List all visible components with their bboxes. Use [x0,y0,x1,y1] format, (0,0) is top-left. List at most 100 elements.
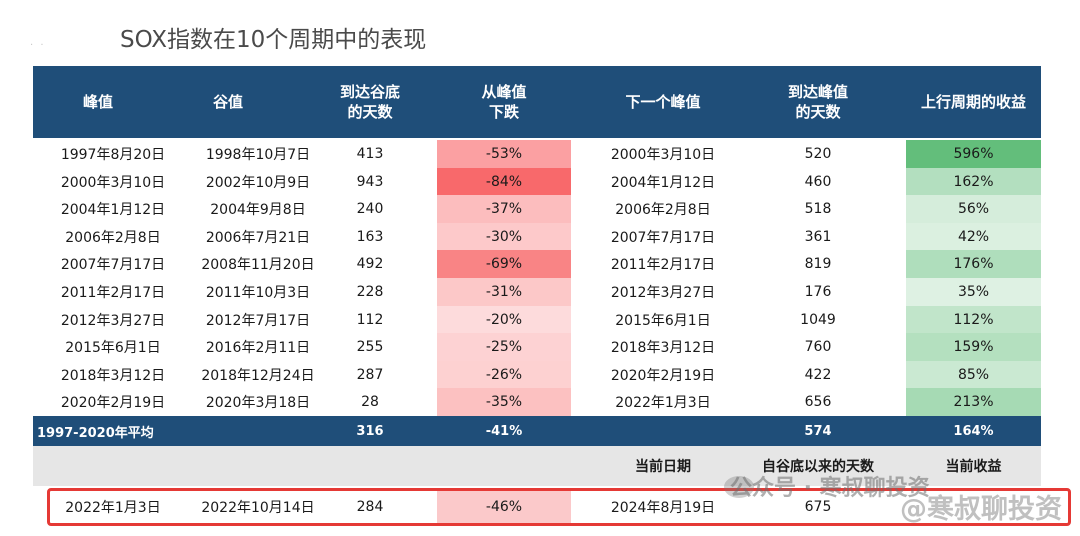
watermark-wechat: 公众号 · 寒叔聊投资 [730,476,930,501]
trough-cell: 2004年9月8日 [210,202,306,219]
days-to-trough-cell: 943 [356,173,384,190]
header-next-peak: 下一个峰值 [625,93,701,111]
gain-cell: 85% [906,360,1041,389]
days-to-trough-cell: 492 [356,256,384,273]
current-row-highlight-box [47,488,1071,526]
next-peak-cell: 2015年6月1日 [615,312,711,329]
trough-cell: 2016年2月11日 [205,340,311,357]
average-days-to-trough: 316 [356,423,384,439]
days-to-peak-cell: 422 [804,366,832,383]
drop-cell: -25% [437,333,571,362]
trough-cell: 2008年11月20日 [201,257,315,274]
table-row: 2004年1月12日 2004年9月8日 240 -37% 2006年2月8日 518 56… [33,195,1041,224]
gain-cell: 162% [906,167,1041,196]
header-trough: 谷值 [212,93,243,111]
gain-cell: 42% [906,222,1041,251]
table-row: 2012年3月27日 2012年7月17日 112 -20% 2015年6月1日 1049… [33,305,1041,334]
gain-cell: 35% [906,278,1041,306]
next-peak-cell: 2006年2月8日 [615,202,711,219]
gain-cell: 112% [906,305,1041,334]
current-peak: 2022年1月3日 [65,500,161,516]
table-row: 2020年2月19日 2020年3月18日 28 -35% 2022年1月3日 656 21… [33,388,1041,417]
days-to-peak-cell: 520 [804,146,832,162]
current-trough: 2022年10月14日 [201,500,315,516]
current-subheader: 当前日期 自谷底以来的天数 当前收益 [33,446,1041,486]
average-days-to-peak: 574 [804,423,832,439]
sox-cycle-table: 峰值 谷值 到达谷底 的天数 从峰值 下跌 下一个峰值 到达峰值 的天数 上行周期的收益 1… [33,66,1041,536]
days-to-trough-cell: 255 [356,339,384,356]
next-peak-cell: 2018年3月12日 [610,340,716,357]
gain-cell: 176% [906,250,1041,279]
gain-cell: 596% [906,140,1041,168]
days-to-peak-cell: 176 [804,284,832,300]
average-drop: -41% [485,423,523,439]
drop-cell: -20% [437,305,571,334]
header-upcycle-gain: 上行周期的收益 [920,93,1026,111]
average-row: 1997-2020年平均 316 -41% 574 164% [33,416,1041,446]
trough-cell: 1998年10月7日 [205,147,311,163]
peak-cell: 2000年3月10日 [60,174,166,191]
drop-cell: -53% [437,140,571,168]
next-peak-cell: 2004年1月12日 [610,174,716,191]
gain-cell: 56% [906,195,1041,224]
next-peak-cell: 2011年2月17日 [610,257,716,274]
peak-cell: 2007年7月17日 [60,257,166,274]
days-to-peak-cell: 518 [804,201,832,218]
days-to-peak-cell: 460 [804,173,832,190]
days-since-trough-header: 自谷底以来的天数 [762,459,874,475]
days-to-trough-cell: 287 [356,366,384,383]
header-peak: 峰值 [82,93,113,111]
days-to-trough-cell: 163 [356,228,384,245]
days-to-trough-cell: 240 [356,201,384,218]
days-to-trough-cell: 413 [356,146,384,162]
drop-cell: -31% [437,278,571,306]
days-to-peak-cell: 819 [804,256,832,273]
days-to-trough-cell: 28 [361,394,379,411]
next-peak-cell: 2000年3月10日 [610,147,716,163]
table-header: 峰值 谷值 到达谷底 的天数 从峰值 下跌 下一个峰值 到达峰值 的天数 上行周期的收益 [33,66,1041,138]
current-days-to-trough: 284 [356,499,384,515]
drop-cell: -69% [437,250,571,279]
header-days-to-peak: 到达峰值 的天数 [787,83,848,121]
days-to-peak-cell: 1049 [800,311,836,328]
current-drop: -46% [437,490,571,524]
next-peak-cell: 2007年7月17日 [610,229,716,246]
current-date-header: 当前日期 [635,459,691,475]
next-peak-cell: 2012年3月27日 [610,285,716,301]
days-to-peak-cell: 361 [804,228,832,245]
gain-cell: 213% [906,388,1041,417]
trough-cell: 2002年10月9日 [205,174,311,191]
drop-cell: -26% [437,360,571,389]
table-row: 2011年2月17日 2011年10月3日 228 -31% 2012年3月27日 176… [33,278,1041,306]
table-row: 2000年3月10日 2002年10月9日 943 -84% 2004年1月12日 460… [33,167,1041,196]
table-row: 2006年2月8日 2006年7月21日 163 -30% 2007年7月17日 361 4… [33,222,1041,251]
gain-cell: 159% [906,333,1041,362]
next-peak-cell: 2020年2月19日 [610,367,716,384]
peak-cell: 2020年2月19日 [60,395,166,412]
table-row: 2007年7月17日 2008年11月20日 492 -69% 2011年2月17日 81… [33,250,1041,279]
header-drop: 从峰值 下跌 [481,83,527,121]
current-cycle-row: 2022年1月3日 2022年10月14日 284 -46% 2024年8月19… [33,490,1041,524]
days-to-trough-cell: 228 [356,284,384,300]
header-days-to-trough: 到达谷底 的天数 [339,83,400,121]
trough-cell: 2011年10月3日 [205,285,311,301]
current-days-since-trough: 675 [804,499,832,515]
table-row: 1997年8月20日 1998年10月7日 413 -53% 2000年3月10日 520… [33,140,1041,168]
average-label: 1997-2020年平均 [37,425,154,441]
page-title: SOX指数在10个周期中的表现 [120,27,427,53]
average-gain: 164% [953,423,994,439]
peak-cell: 1997年8月20日 [60,147,166,163]
trough-cell: 2020年3月18日 [205,395,311,412]
watermark-weibo: @寒叔聊投资 [900,494,1062,525]
decor-dots: · · [30,40,46,51]
drop-cell: -84% [437,167,571,196]
current-date: 2024年8月19日 [610,500,716,516]
wechat-icon [724,476,754,498]
peak-cell: 2004年1月12日 [60,202,166,219]
days-to-peak-cell: 656 [804,394,832,411]
drop-cell: -35% [437,388,571,417]
peak-cell: 2006年2月8日 [65,229,161,246]
next-peak-cell: 2022年1月3日 [615,395,711,412]
days-to-peak-cell: 760 [804,339,832,356]
drop-cell: -30% [437,222,571,251]
